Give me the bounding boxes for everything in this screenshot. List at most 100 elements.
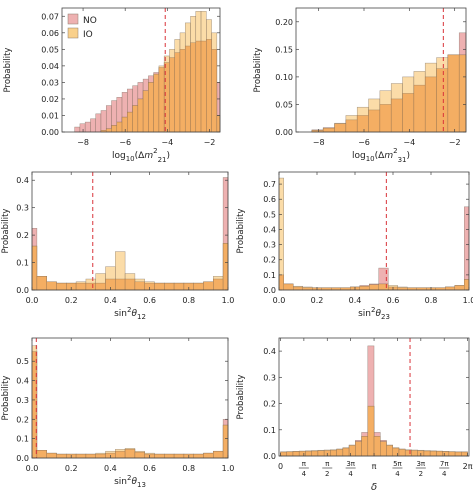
legend-label-io: IO [83, 30, 93, 40]
x-tick-label-text: 1.0 [463, 296, 473, 305]
x-tick-label: 1.0 [222, 464, 235, 473]
bar-overlap [115, 450, 126, 459]
bar-overlap [278, 274, 284, 291]
bar-overlap [124, 449, 136, 459]
y-tick-label: 0.2 [263, 400, 276, 409]
bar-overlap [445, 286, 455, 291]
x-tick-label-den: 4 [348, 470, 353, 478]
panel-sin2-theta23: 0.0 0.1 0.2 0.3 0.4 0.5 0.6 0.7 0.0 0.2 0.4 0.6 0.8 1… [236, 171, 473, 321]
bar-overlap [115, 278, 126, 291]
y-axis-label: Probability [1, 209, 11, 254]
x-tick-label-text: −4 [161, 138, 173, 147]
y-tick-label: 0.4 [16, 377, 29, 386]
y-axis-label: Probability [236, 209, 246, 254]
bar-overlap [127, 111, 133, 133]
bar-overlap [293, 286, 303, 291]
bar-overlap [411, 450, 418, 457]
bar-no [79, 123, 86, 133]
x-tick-label: 0.4 [104, 464, 117, 473]
bar-overlap [211, 49, 218, 133]
bar-overlap [424, 76, 437, 133]
bar-no [105, 105, 112, 133]
bar-overlap [95, 453, 106, 459]
y-tick-label: 0.00 [41, 128, 59, 137]
bar-overlap [345, 119, 358, 133]
bar-overlap [206, 39, 212, 133]
x-tick-label: 1.0 [463, 296, 473, 305]
bar-overlap [179, 49, 186, 133]
y-tick-label: 0.3 [16, 396, 29, 405]
bar-overlap [184, 45, 191, 133]
bar-overlap [154, 453, 165, 459]
x-tick-label-den: 4 [302, 470, 307, 478]
y-tick-label: 0.2 [263, 256, 276, 265]
bar-overlap [85, 282, 96, 291]
bar-overlap [380, 441, 387, 457]
bar-overlap [46, 281, 57, 291]
x-tick-label: −8 [77, 138, 89, 147]
x-tick-label-text: 0.0 [273, 296, 286, 305]
x-axis-label: δ [371, 482, 377, 492]
y-tick-label: 0.0 [16, 286, 29, 295]
y-tick-label: 0.1 [263, 271, 276, 280]
plot-frame [31, 171, 229, 291]
bar-overlap [429, 451, 437, 457]
bar-overlap [413, 84, 426, 133]
y-tick-label: 0.0 [263, 452, 276, 461]
bar-overlap [222, 424, 229, 459]
x-tick-label-text: 0.2 [311, 296, 324, 305]
bar-overlap [367, 405, 375, 457]
bar-overlap [164, 282, 175, 291]
bar-overlap [158, 67, 165, 133]
bar-overlap [458, 54, 467, 133]
bar-overlap [148, 82, 154, 133]
x-tick-label-text: 0.8 [182, 464, 195, 473]
panel-dm31: 0.00 0.05 0.10 0.15 0.20 −8 −6 −4 −2 Probability l… [253, 7, 467, 164]
x-tick-label-text: −2 [449, 138, 461, 147]
bar-overlap [173, 282, 185, 291]
x-tick-label: −2 [449, 138, 461, 147]
x-tick-label-text: −8 [77, 138, 89, 147]
bar-overlap [447, 54, 460, 133]
bar-overlap [213, 450, 224, 459]
x-tick-label: 0.8 [425, 296, 438, 305]
bar-overlap [190, 42, 197, 133]
bar-overlap [173, 453, 185, 459]
x-tick-label: 0.2 [311, 296, 324, 305]
bar-overlap [348, 445, 356, 457]
bar-overlap [203, 281, 214, 291]
bar-overlap [368, 109, 381, 133]
bar-overlap [85, 453, 96, 459]
x-tick-label-num: 7π [440, 460, 449, 468]
bar-overlap [169, 57, 175, 133]
y-tick-label: 0.00 [275, 128, 293, 137]
y-tick-label: 0.15 [275, 45, 293, 54]
bar-overlap [193, 282, 204, 291]
y-tick-label: 0.1 [16, 259, 29, 268]
bar-overlap [359, 285, 370, 291]
x-tick-label-num: π [302, 460, 307, 468]
bar-overlap [398, 449, 406, 457]
plot-frame [61, 7, 221, 133]
x-tick-label: 3π2 [415, 460, 426, 478]
bar-overlap [124, 278, 136, 291]
x-tick-label: 0.4 [104, 296, 117, 305]
x-tick-label-text: 0.6 [387, 296, 400, 305]
bar-overlap [392, 447, 400, 457]
bar-overlap [379, 104, 392, 133]
y-tick-label: 0.04 [41, 62, 59, 71]
x-tick-label: π [372, 462, 377, 471]
y-tick-label: 0.05 [275, 100, 293, 109]
x-tick-label-text: 1.0 [222, 464, 235, 473]
bar-overlap [292, 451, 300, 457]
y-tick-label: 0.01 [41, 111, 59, 120]
x-tick-label-text: −6 [358, 138, 370, 147]
y-tick-label: 0.3 [16, 204, 29, 213]
bar-overlap [280, 451, 287, 457]
y-tick-label: 0.6 [263, 195, 276, 204]
bar-overlap [436, 451, 443, 457]
bar-no [84, 121, 91, 133]
bar-overlap [153, 73, 160, 133]
x-tick-label: 0.8 [182, 296, 195, 305]
